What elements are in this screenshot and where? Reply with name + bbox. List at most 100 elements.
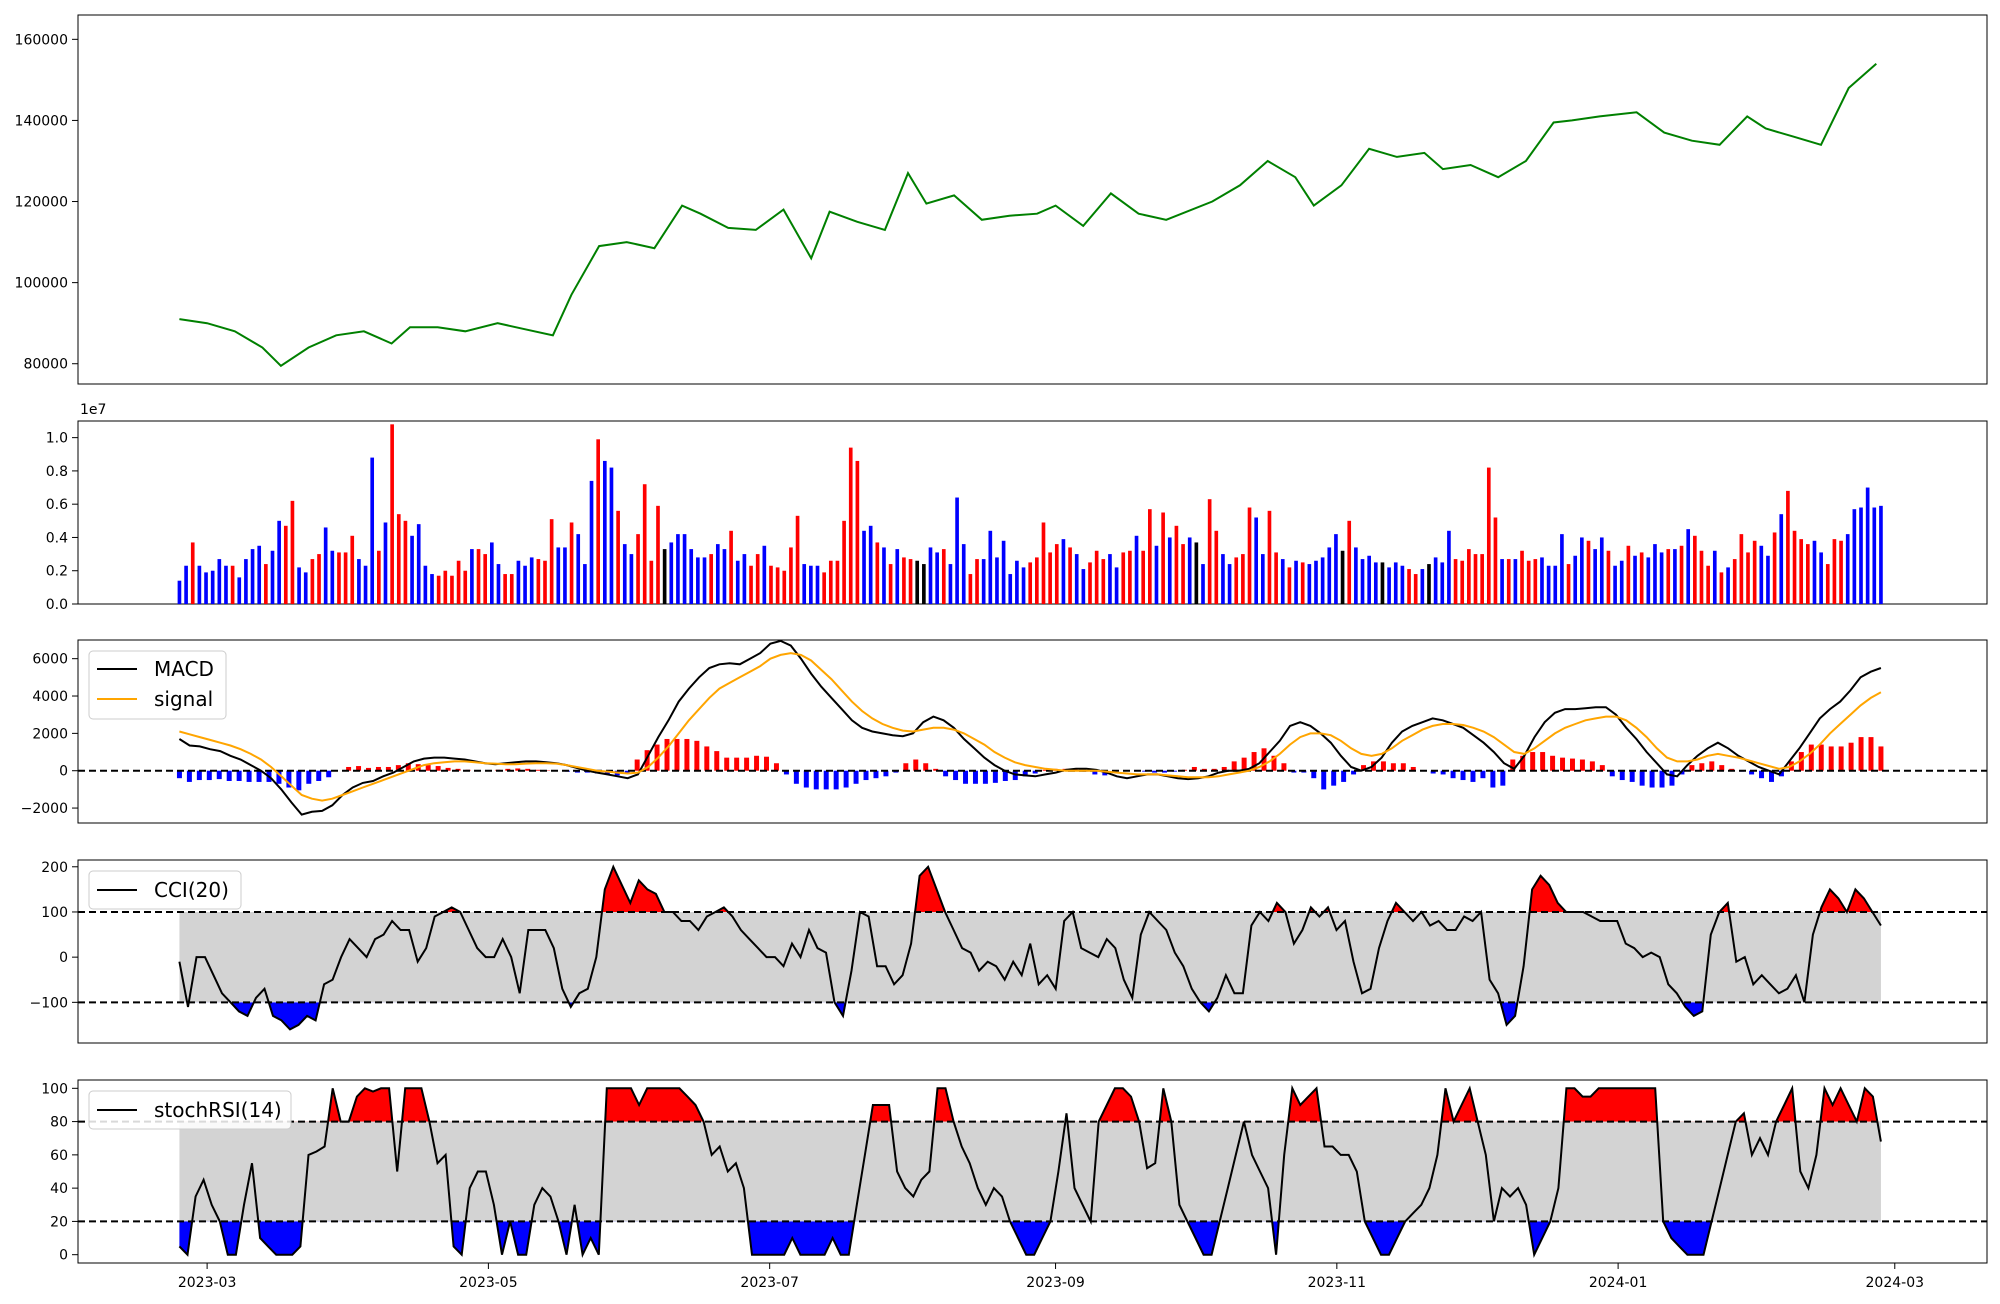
macd-histogram-bar — [306, 771, 311, 784]
macd-histogram-bar — [953, 771, 958, 780]
volume-bar — [1387, 567, 1391, 604]
volume-bar — [763, 546, 767, 604]
volume-bar — [1600, 537, 1604, 604]
volume-bar — [510, 574, 514, 604]
volume-bar — [955, 498, 959, 604]
macd-histogram-bar — [844, 771, 849, 788]
volume-bar — [630, 554, 634, 604]
volume-bar — [1347, 521, 1351, 604]
volume-bar — [1228, 564, 1232, 604]
volume-bar — [822, 572, 826, 604]
volume-bar — [1188, 537, 1192, 604]
volume-bar — [563, 547, 567, 604]
x-axis-tick-label: 2023-07 — [740, 1275, 799, 1291]
volume-bar — [537, 559, 541, 604]
volume-bar — [1334, 534, 1338, 604]
macd-histogram-bar — [665, 739, 670, 771]
volume-bar — [437, 576, 441, 604]
volume-bar — [596, 439, 600, 604]
volume-bar — [636, 534, 640, 604]
volume-bar — [1367, 556, 1371, 604]
volume-bar — [384, 522, 388, 604]
volume-bar — [470, 549, 474, 604]
macd-histogram-bar — [724, 758, 729, 771]
macd-histogram-bar — [864, 771, 869, 780]
volume-bar — [1374, 562, 1378, 604]
volume-bar — [935, 552, 939, 604]
cci-axis-ytick-label: 100 — [41, 905, 68, 921]
volume-bar — [1633, 556, 1637, 604]
volume-bar — [1620, 561, 1624, 604]
volume-bar — [350, 536, 354, 604]
volume-bar — [1028, 562, 1032, 604]
macd-histogram-bar — [1461, 771, 1466, 780]
volume-bar — [1042, 522, 1046, 604]
volume-bar — [1793, 531, 1797, 604]
signal-legend-label: signal — [154, 687, 213, 711]
macd-histogram-bar — [1759, 771, 1764, 778]
volume-bar — [1155, 546, 1159, 604]
volume-bar — [1447, 531, 1451, 604]
cci-axis-ytick-label: 200 — [41, 860, 68, 876]
x-axis-tick-label: 2023-05 — [459, 1275, 518, 1291]
volume-bar — [603, 461, 607, 604]
macd-histogram-bar — [824, 771, 829, 790]
volume-bar — [1055, 544, 1059, 604]
volume-bar — [191, 542, 195, 604]
price-axis-ytick-label: 100000 — [15, 276, 68, 292]
macd-histogram-bar — [1650, 771, 1655, 788]
macd-histogram-bar — [1878, 746, 1883, 770]
volume-bar — [1540, 557, 1544, 604]
volume-bar — [450, 576, 454, 604]
macd-histogram-bar — [1819, 745, 1824, 771]
macd-histogram-bar — [764, 757, 769, 771]
volume-bar — [650, 561, 654, 604]
macd-histogram-bar — [834, 771, 839, 790]
volume-bar — [1726, 567, 1730, 604]
volume-bar — [271, 551, 275, 604]
macd-histogram-bar — [1232, 761, 1237, 770]
stochrsi-axis-ytick-label: 20 — [50, 1214, 68, 1230]
macd-histogram-bar — [903, 763, 908, 770]
macd-histogram-bar — [983, 771, 988, 784]
volume-bar — [1161, 513, 1165, 605]
stochrsi-axis-ytick-label: 0 — [59, 1248, 68, 1264]
volume-bar — [1680, 546, 1684, 604]
macd-histogram-bar — [794, 771, 799, 784]
x-axis-tick-label: 2023-11 — [1308, 1275, 1367, 1291]
volume-bar — [1327, 547, 1331, 604]
macd-histogram-bar — [1311, 771, 1316, 778]
macd-histogram-bar — [714, 751, 719, 771]
volume-bar — [1646, 557, 1650, 604]
volume-bar — [184, 566, 188, 604]
macd-axis-ytick-label: −2000 — [21, 801, 68, 817]
macd-histogram-bar — [1341, 771, 1346, 782]
volume-bar — [776, 567, 780, 604]
volume-bar — [683, 534, 687, 604]
volume-bar — [1846, 534, 1850, 604]
macd-histogram-bar — [1500, 771, 1505, 786]
macd-histogram-bar — [197, 771, 202, 780]
volume-bar — [1766, 556, 1770, 604]
volume-bar — [204, 572, 208, 604]
volume-bar — [895, 549, 899, 604]
macd-histogram-bar — [854, 771, 859, 784]
volume-bar — [1035, 557, 1039, 604]
volume-bar — [1713, 551, 1717, 604]
volume-bar — [1141, 551, 1145, 604]
volume-bar — [344, 552, 348, 604]
volume-bar — [237, 577, 241, 604]
macd-histogram-bar — [1829, 746, 1834, 770]
volume-bar — [430, 574, 434, 604]
x-axis-tick-label: 2023-09 — [1026, 1275, 1085, 1291]
volume-bar — [404, 521, 408, 604]
volume-bar — [1381, 562, 1385, 604]
volume-bar — [1414, 574, 1418, 604]
volume-bar — [1062, 539, 1066, 604]
macd-histogram-bar — [1660, 771, 1665, 788]
macd-histogram-bar — [814, 771, 819, 790]
volume-axis-ytick-label: 0.4 — [46, 530, 68, 546]
macd-histogram-bar — [684, 739, 689, 771]
volume-bar — [663, 549, 667, 604]
